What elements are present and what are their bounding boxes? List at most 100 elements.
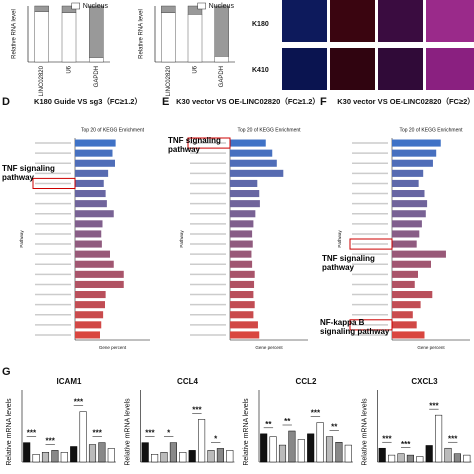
bar <box>392 210 426 218</box>
annotation: NF-kappa B signaling pathway <box>320 318 390 336</box>
bar <box>230 190 260 198</box>
x-axis-label: Gene percent <box>255 345 283 350</box>
chart-title: CXCL3 <box>411 377 438 386</box>
bar <box>392 159 433 167</box>
significance: * <box>214 435 218 444</box>
bar <box>392 311 413 319</box>
y-axis-label: Relative mRNA levels <box>124 398 131 466</box>
bar <box>198 419 206 463</box>
bar <box>230 291 254 299</box>
x-tick-label: U6 <box>67 65 73 73</box>
panel-title: K30 vector VS OE-LINC02820（FC≥1.2） <box>176 96 320 106</box>
bar <box>425 445 433 463</box>
bar <box>230 250 252 258</box>
bar <box>75 331 100 339</box>
bar <box>230 159 277 167</box>
bar <box>463 454 471 463</box>
nucleus-bar <box>89 57 104 63</box>
cytoplasm-segment <box>34 5 49 12</box>
highlight-box <box>187 137 231 149</box>
nucleus-bar <box>61 12 77 63</box>
bar <box>392 291 433 299</box>
bar <box>230 139 266 147</box>
highlight-box <box>349 319 393 331</box>
bar <box>75 149 113 157</box>
y-axis-label: Pathway <box>19 230 24 248</box>
bar <box>75 280 124 288</box>
bar <box>230 321 258 329</box>
bar <box>230 331 260 339</box>
significance: *** <box>27 429 37 438</box>
bar <box>75 169 109 177</box>
cytoplasm-segment <box>89 5 104 58</box>
y-axis-label: Relative RNA level <box>139 9 145 59</box>
nucleus-bar <box>214 56 229 63</box>
bar <box>51 450 59 463</box>
bar <box>397 453 405 463</box>
bar <box>75 250 110 258</box>
bar <box>230 240 253 248</box>
bar <box>230 301 255 309</box>
bar <box>160 452 168 463</box>
bar <box>392 240 417 248</box>
bar <box>141 442 149 463</box>
y-axis-label: Relative mRNA levels <box>361 398 368 466</box>
bar <box>344 444 352 463</box>
bar <box>269 436 277 463</box>
bar <box>316 422 324 463</box>
bar <box>107 448 115 463</box>
bar <box>75 159 115 167</box>
nucleus-bar <box>161 12 176 63</box>
significance: *** <box>192 405 202 414</box>
bar <box>406 454 414 463</box>
bar <box>444 447 452 463</box>
bar <box>88 444 97 463</box>
bar <box>75 291 106 299</box>
bar <box>378 447 386 463</box>
significance: *** <box>93 429 103 438</box>
bar <box>453 453 461 463</box>
bar <box>75 230 102 238</box>
nucleus-bar <box>34 11 49 63</box>
annotation: TNF signaling pathway <box>168 136 221 154</box>
bar <box>230 260 253 268</box>
panel-letter: F <box>320 96 327 108</box>
bar <box>278 444 287 463</box>
bar <box>230 311 254 319</box>
annotation: TNF signaling pathway <box>322 254 375 272</box>
legend-swatch <box>71 2 80 10</box>
panel-letter: E <box>162 96 169 108</box>
bar <box>60 452 68 463</box>
panel-title: K180 Guide VS sg3（FC≥1.2） <box>34 96 142 106</box>
bar <box>435 414 443 463</box>
bar <box>416 456 424 463</box>
significance: *** <box>311 409 321 418</box>
bar <box>75 321 102 329</box>
bar <box>288 430 296 463</box>
bar <box>388 454 396 463</box>
bar <box>41 452 50 463</box>
highlight-box <box>349 238 393 250</box>
bar <box>392 301 421 309</box>
y-axis-label: Pathway <box>337 230 342 248</box>
panel-subtitle: Top 20 of KEGG Enrichment <box>399 127 463 133</box>
bar <box>75 240 102 248</box>
bar <box>207 450 215 463</box>
panel-letter: G <box>2 366 11 378</box>
bar <box>392 321 417 329</box>
bar <box>392 270 418 278</box>
bar <box>75 210 114 218</box>
bar <box>70 446 78 463</box>
y-axis-label: Relative mRNA levels <box>243 398 250 466</box>
image <box>282 48 327 90</box>
x-axis-label: Gene percent <box>417 345 445 350</box>
bar <box>260 433 268 463</box>
bar <box>75 190 106 198</box>
bar <box>98 442 106 463</box>
y-axis-label: Relative mRNA levels <box>6 398 13 466</box>
bar <box>392 250 446 258</box>
bar <box>151 454 159 463</box>
y-axis-label: Pathway <box>179 230 184 248</box>
bar <box>392 331 425 339</box>
